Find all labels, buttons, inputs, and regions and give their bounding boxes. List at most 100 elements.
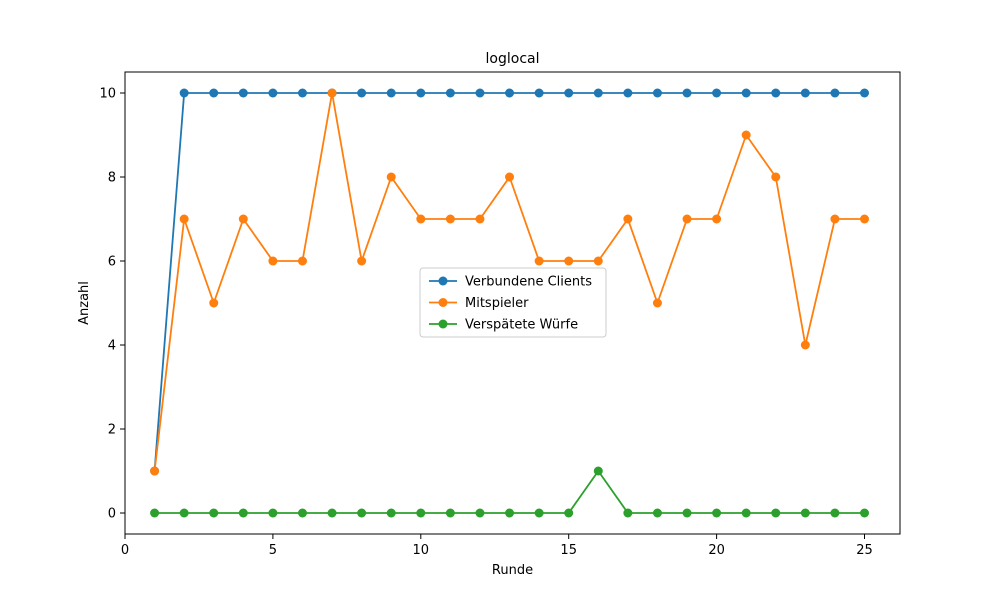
legend-entry: Verbundene Clients (429, 275, 592, 290)
x-axis-title: Runde (492, 563, 533, 578)
data-point (564, 256, 574, 266)
x-axis: 0 5 10 15 20 25 (121, 534, 873, 558)
legend-label: Verbundene Clients (465, 275, 592, 290)
data-point (623, 508, 633, 518)
legend: Verbundene Clients Mitspieler Verspätete W… (419, 267, 607, 338)
data-point (712, 88, 722, 98)
data-point (771, 172, 781, 182)
series-line (154, 470, 865, 514)
data-point (505, 88, 515, 98)
data-point (830, 508, 840, 518)
data-point (238, 508, 248, 518)
series-3 (150, 466, 870, 518)
data-point (860, 214, 870, 224)
data-point (150, 508, 160, 518)
data-point (505, 172, 515, 182)
x-tick-label: 25 (856, 543, 873, 558)
data-point (534, 88, 544, 98)
legend-entry: Mitspieler (429, 296, 529, 311)
data-point (593, 466, 603, 476)
data-point (445, 508, 455, 518)
legend-label: Mitspieler (465, 296, 529, 311)
y-axis: 0 2 4 6 8 10 (99, 87, 125, 522)
y-axis-title: Anzahl (77, 281, 92, 325)
data-point (445, 88, 455, 98)
data-point (386, 172, 396, 182)
data-point (712, 508, 722, 518)
x-tick-label: 5 (269, 543, 277, 558)
data-point (475, 214, 485, 224)
legend-entry: Verspätete Würfe (429, 318, 578, 333)
plot-area (150, 88, 870, 518)
data-point (327, 508, 337, 518)
data-point (800, 508, 810, 518)
data-point (741, 130, 751, 140)
data-point (564, 88, 574, 98)
data-point (593, 88, 603, 98)
y-tick-label: 0 (108, 507, 116, 522)
data-point (534, 508, 544, 518)
data-point (652, 88, 662, 98)
y-tick-label: 8 (108, 171, 116, 186)
data-point (150, 466, 160, 476)
x-tick-label: 15 (560, 543, 577, 558)
data-point (682, 88, 692, 98)
data-point (534, 256, 544, 266)
data-point (682, 508, 692, 518)
data-point (475, 88, 485, 98)
plot-frame (124, 71, 901, 535)
x-tick-label: 0 (121, 543, 129, 558)
legend-box (419, 267, 607, 338)
data-point (830, 214, 840, 224)
data-point (682, 214, 692, 224)
data-point (268, 508, 278, 518)
chart-title: loglocal (486, 51, 540, 67)
data-point (386, 508, 396, 518)
legend-label: Verspätete Würfe (465, 318, 578, 333)
data-point (800, 88, 810, 98)
data-point (357, 508, 367, 518)
data-point (297, 88, 307, 98)
data-point (800, 340, 810, 350)
x-tick-label: 20 (708, 543, 725, 558)
data-point (179, 214, 189, 224)
legend-marker (438, 319, 448, 329)
y-tick-label: 10 (99, 87, 116, 102)
data-point (416, 508, 426, 518)
data-point (741, 508, 751, 518)
x-tick-label: 10 (413, 543, 430, 558)
data-point (179, 88, 189, 98)
data-point (623, 88, 633, 98)
data-point (505, 508, 515, 518)
data-point (416, 88, 426, 98)
y-tick-label: 2 (108, 423, 116, 438)
data-point (623, 214, 633, 224)
data-point (564, 508, 574, 518)
legend-marker (438, 276, 448, 286)
data-point (179, 508, 189, 518)
data-point (327, 88, 337, 98)
data-point (860, 508, 870, 518)
series-2 (150, 88, 870, 476)
data-point (268, 256, 278, 266)
data-point (771, 508, 781, 518)
data-point (209, 88, 219, 98)
data-point (445, 214, 455, 224)
data-point (297, 256, 307, 266)
data-point (357, 256, 367, 266)
data-point (209, 298, 219, 308)
data-point (297, 508, 307, 518)
data-point (238, 88, 248, 98)
data-point (386, 88, 396, 98)
y-tick-label: 6 (108, 255, 116, 270)
legend-marker (438, 298, 448, 307)
y-tick-label: 4 (108, 339, 116, 354)
data-point (771, 88, 781, 98)
data-point (209, 508, 219, 518)
data-point (830, 88, 840, 98)
data-point (712, 214, 722, 224)
data-point (357, 88, 367, 98)
data-point (860, 88, 870, 98)
data-point (741, 88, 751, 98)
